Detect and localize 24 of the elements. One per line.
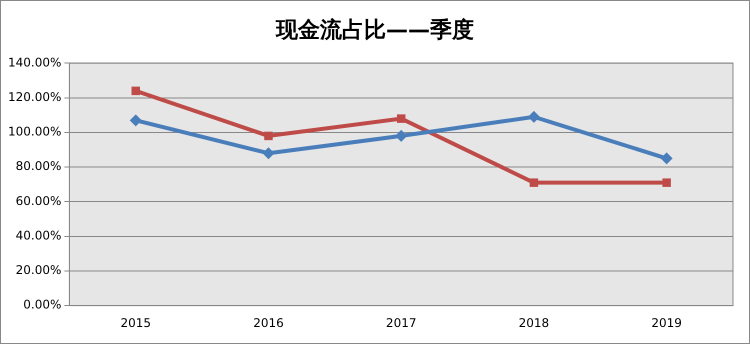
point [396,114,406,123]
chart-title: 现金流占比——季度 [274,16,475,45]
x-tick-label: 2016 [253,316,284,330]
point [528,110,540,123]
point [130,114,142,126]
y-tick-label: 60.00% [16,194,62,208]
x-tick-label: 2017 [386,316,416,330]
point [395,130,408,142]
y-tick-label: 40.00% [16,228,62,242]
y-tick-label: 100.00% [8,124,62,139]
x-tick-label: 2015 [120,316,152,330]
point [262,147,274,160]
x-tick-label: 2019 [651,316,682,330]
y-tick-label: 80.00% [16,159,62,174]
x-tick-label: 2018 [518,316,550,330]
point [264,132,273,140]
y-tick-label: 0.00% [23,298,62,312]
point [660,152,673,164]
point [662,178,671,187]
point [530,178,538,187]
point [132,86,140,96]
y-tick-label: 140.00% [8,55,62,70]
y-tick-label: 120.00% [8,90,62,104]
y-tick-label: 20.00% [16,263,62,278]
